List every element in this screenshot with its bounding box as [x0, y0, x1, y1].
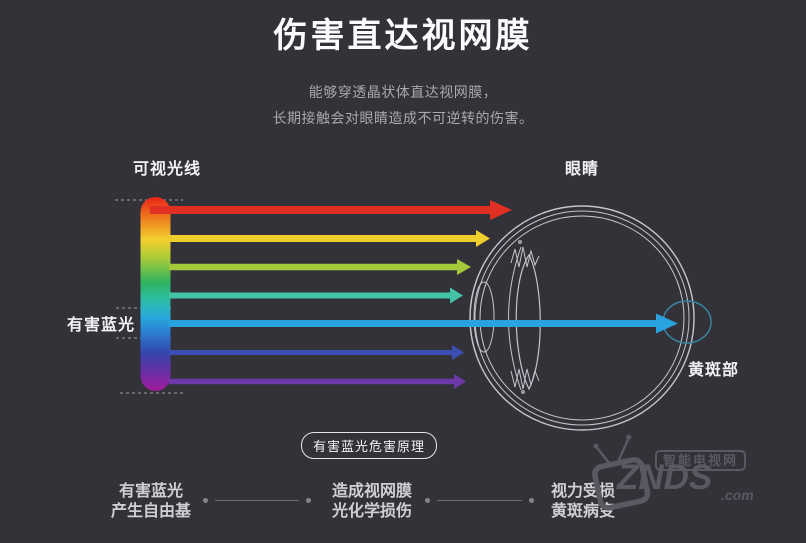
ray-red	[150, 200, 512, 220]
zonule-fibers-top	[510, 246, 540, 268]
subtitle-line-1: 能够穿透晶状体直达视网膜，	[308, 84, 498, 100]
ray-teal	[169, 287, 463, 304]
ciliary-contour	[508, 246, 522, 391]
subtitle-line-2: 长期接触会对眼睛造成不可逆转的伤害。	[272, 110, 534, 126]
connector-line	[215, 499, 299, 501]
label-visible-light: 可视光线	[133, 161, 202, 178]
step-1-line-2: 产生自由基	[110, 503, 191, 520]
ray-yellow	[169, 230, 490, 247]
zonule-fibers-bottom	[510, 368, 540, 390]
tv-logo-icon	[592, 434, 651, 511]
step-connector-2	[425, 494, 534, 506]
principle-step-1: 有害蓝光 产生自由基	[86, 482, 216, 522]
watermark-suffix: .com	[721, 487, 754, 503]
ray-blue	[169, 313, 678, 334]
connector-dot	[203, 497, 208, 503]
light-rays	[150, 200, 678, 389]
crystalline-lens	[515, 253, 541, 391]
connector-dot	[425, 497, 430, 503]
watermark-site-name: 智能电视网	[655, 450, 747, 471]
step-2-line-1: 造成视网膜	[331, 483, 412, 500]
znds-watermark: 智能电视网 ZNDS .com	[581, 429, 791, 534]
principle-badge: 有害蓝光危害原理	[301, 432, 438, 459]
eyeball-inner-ring	[479, 215, 685, 421]
subtitle: 能够穿透晶状体直达视网膜， 长期接触会对眼睛造成不可逆转的伤害。	[0, 79, 806, 131]
step-1-line-1: 有害蓝光	[118, 483, 183, 500]
label-macula: 黄斑部	[688, 362, 740, 379]
visible-light-spectrum-bar	[140, 197, 171, 391]
guide-dashed-lines	[115, 199, 184, 394]
zonule-dot-top	[518, 240, 522, 244]
eye-cross-section	[469, 205, 712, 431]
connector-dot	[529, 497, 534, 503]
watermark-brand: ZNDS	[617, 458, 713, 497]
label-harmful-blue-light: 有害蓝光	[67, 317, 136, 334]
ray-yellow-green	[169, 259, 471, 275]
cornea-chamber	[473, 281, 495, 353]
connector-line	[437, 499, 522, 501]
cornea-dome	[469, 278, 478, 358]
page-title: 伤害直达视网膜	[273, 18, 533, 55]
ray-violet	[169, 374, 466, 389]
eyeball-middle-ring	[474, 210, 690, 426]
step-3-line-2: 黄斑病变	[550, 503, 615, 520]
zonule-dot-bottom	[521, 390, 525, 394]
step-2-line-2: 光化学损伤	[331, 503, 412, 520]
principle-step-2: 造成视网膜 光化学损伤	[307, 482, 437, 522]
ray-indigo	[169, 345, 464, 360]
label-eye: 眼睛	[565, 161, 600, 178]
step-connector-1	[203, 494, 311, 506]
connector-dot	[306, 497, 311, 503]
